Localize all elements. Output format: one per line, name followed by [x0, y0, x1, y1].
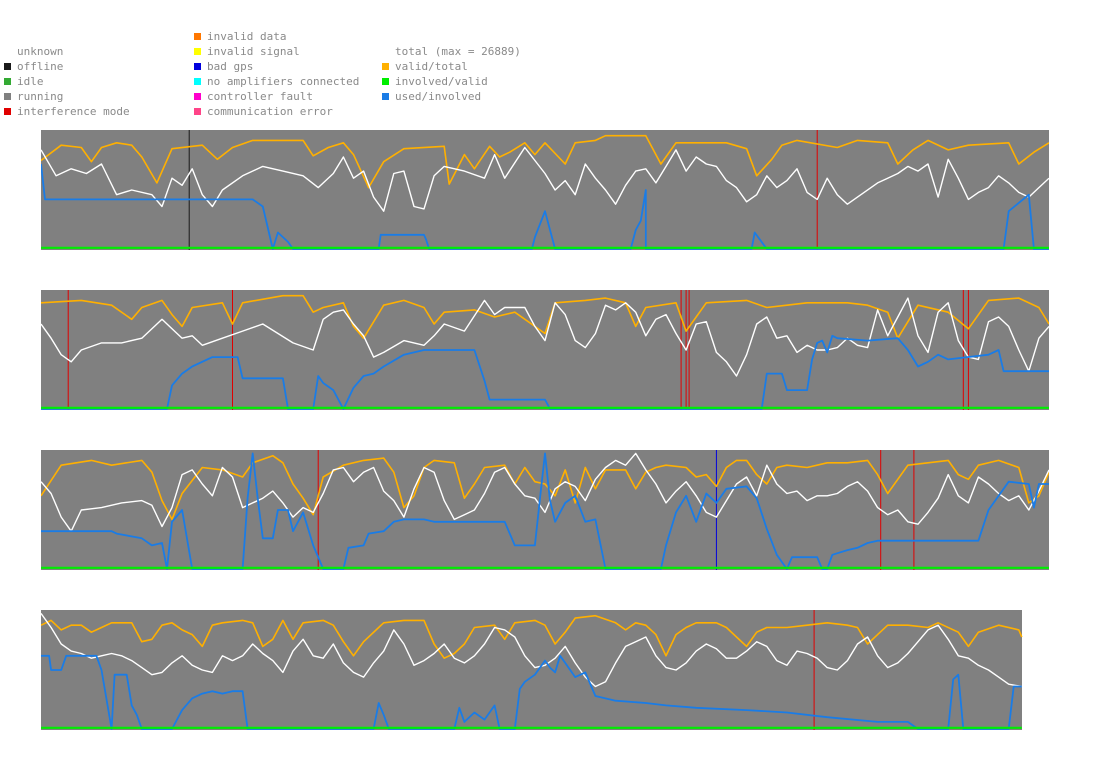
- chart-panel-3-plot: [41, 450, 1049, 570]
- legend-item-running: running: [4, 89, 130, 104]
- running-background: [41, 130, 1049, 250]
- series-used-involved: [41, 452, 1049, 570]
- chart-panel-1-plot: [41, 130, 1049, 250]
- series-used-involved: [41, 334, 1049, 410]
- legend-label: valid/total: [395, 60, 468, 73]
- chart-panel-2: [41, 290, 1049, 410]
- legend-item-involved-valid: involved/valid: [382, 74, 521, 89]
- legend-item-interference-mode: interference mode: [4, 104, 130, 119]
- legend-swatch: [4, 108, 11, 115]
- series-valid-total: [41, 454, 1049, 521]
- legend-swatch: [194, 78, 201, 85]
- legend-label: unknown: [17, 45, 64, 58]
- chart-panel-4-plot: [41, 610, 1023, 730]
- legend-item-used-involved: used/involved: [382, 89, 521, 104]
- legend-label: idle: [17, 75, 44, 88]
- series-total: [41, 612, 1022, 688]
- legend-swatch: [194, 48, 201, 55]
- legend-label: involved/valid: [395, 75, 488, 88]
- legend-label: running: [17, 90, 64, 103]
- legend-swatch: [4, 63, 11, 70]
- series-valid-total: [41, 294, 1049, 340]
- legend-label: communication error: [207, 105, 333, 118]
- legend-ratios: total (max = 26889) valid/total involved/v…: [382, 44, 521, 104]
- legend-item-invalid-data: invalid data: [194, 29, 359, 44]
- legend-swatch: [382, 63, 389, 70]
- legend-label: invalid data: [207, 30, 287, 43]
- legend-label: controller fault: [207, 90, 313, 103]
- legend-item-valid-total: valid/total: [382, 59, 521, 74]
- legend-swatch: [382, 78, 389, 85]
- chart-panel-4: [41, 610, 1049, 730]
- legend-label: interference mode: [17, 105, 130, 118]
- series-valid-total: [41, 134, 1049, 189]
- legend-label: bad gps: [207, 60, 254, 73]
- running-background: [41, 610, 1022, 730]
- legend-item-communication-error: communication error: [194, 104, 359, 119]
- series-total: [41, 146, 1049, 212]
- legend-states: unknown offline idle running interference mo…: [4, 44, 130, 119]
- legend-swatch: [194, 93, 201, 100]
- legend-swatch: [194, 63, 201, 70]
- legend-label: no amplifiers connected: [207, 75, 360, 88]
- legend-item-controller-fault: controller fault: [194, 89, 359, 104]
- legend-label: invalid signal: [207, 45, 300, 58]
- legend-item-idle: idle: [4, 74, 130, 89]
- legend-label: used/involved: [395, 90, 482, 103]
- legend-swatch: [382, 93, 389, 100]
- series-total: [41, 452, 1049, 532]
- legend-label: total (max = 26889): [395, 45, 521, 58]
- legend-item-offline: offline: [4, 59, 130, 74]
- series-used-involved: [41, 654, 1022, 730]
- legend-swatch: [4, 93, 11, 100]
- legend-swatch: [194, 108, 201, 115]
- legend-swatch: [194, 33, 201, 40]
- chart-panel-3: [41, 450, 1049, 570]
- legend-item-no-amplifiers-connected: no amplifiers connected: [194, 74, 359, 89]
- legend-item-unknown: unknown: [4, 44, 130, 59]
- series-total: [41, 297, 1049, 377]
- legend-item-invalid-signal: invalid signal: [194, 44, 359, 59]
- legend-label: offline: [17, 60, 64, 73]
- legend-errors: invalid data invalid signal bad gps no ampl…: [194, 29, 359, 119]
- legend-swatch: [4, 48, 11, 55]
- chart-panel-2-plot: [41, 290, 1049, 410]
- legend-swatch: [382, 48, 389, 55]
- legend-item-bad-gps: bad gps: [194, 59, 359, 74]
- legend-swatch: [4, 78, 11, 85]
- legend-item-total-max-26889: total (max = 26889): [382, 44, 521, 59]
- chart-panel-1: [41, 130, 1049, 250]
- series-used-involved: [41, 163, 1049, 250]
- series-valid-total: [41, 614, 1023, 660]
